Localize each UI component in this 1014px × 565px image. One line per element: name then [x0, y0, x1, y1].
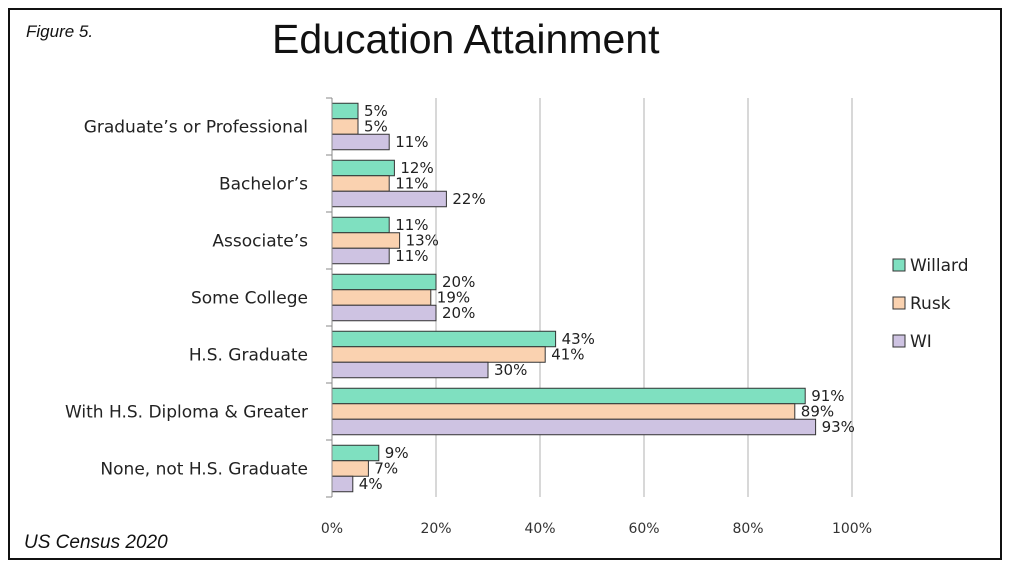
bar	[331, 460, 369, 477]
category-label: Some College	[191, 289, 308, 309]
bar	[331, 232, 401, 249]
bar	[331, 361, 489, 379]
data-label: 20%	[442, 273, 475, 291]
data-label: 19%	[437, 289, 470, 307]
bar	[331, 304, 437, 322]
bar	[331, 102, 359, 120]
data-label: 12%	[400, 159, 433, 177]
data-label: 43%	[562, 330, 595, 348]
category-label: Graduate’s or Professional	[84, 118, 308, 138]
bar	[331, 346, 546, 363]
category-label: With H.S. Diploma & Greater	[65, 403, 308, 423]
bar	[331, 418, 817, 436]
data-label: 30%	[494, 361, 527, 379]
bars	[331, 102, 817, 493]
category-label: H.S. Graduate	[189, 346, 308, 366]
category-label: Associate’s	[212, 232, 308, 252]
bar	[331, 118, 359, 135]
bar	[331, 330, 557, 348]
bar	[331, 190, 447, 208]
source-note: US Census 2020	[24, 532, 168, 553]
legend-label: WI	[910, 332, 932, 352]
bar	[331, 289, 432, 306]
chart-title: Education Attainment	[272, 16, 660, 62]
data-label: 93%	[822, 418, 855, 436]
data-label: 9%	[385, 444, 409, 462]
legend-swatch	[892, 296, 906, 310]
x-tick-label: 40%	[524, 521, 555, 537]
x-tick-label: 20%	[420, 521, 451, 537]
gridlines	[435, 98, 853, 497]
x-tick-label: 60%	[628, 521, 659, 537]
bar	[331, 444, 380, 462]
x-tick-label: 0%	[321, 521, 343, 537]
axis	[326, 97, 333, 498]
data-label: 13%	[406, 232, 439, 250]
category-label: Bachelor’s	[219, 175, 308, 195]
data-label: 5%	[364, 102, 388, 120]
bar	[331, 216, 390, 234]
legend-swatch	[892, 258, 906, 272]
bar	[331, 175, 390, 192]
data-label: 4%	[359, 475, 383, 493]
bar	[331, 387, 806, 405]
bar	[331, 159, 395, 177]
bar	[331, 133, 390, 151]
bar	[331, 273, 437, 291]
data-label: 11%	[395, 247, 428, 265]
legend-swatch	[892, 334, 906, 348]
legend-label: Rusk	[910, 294, 951, 314]
bar	[331, 403, 796, 420]
bar	[331, 247, 390, 265]
data-label: 5%	[364, 118, 388, 136]
bar	[331, 475, 354, 493]
data-label: 89%	[801, 403, 834, 421]
data-label: 7%	[374, 460, 398, 478]
data-label: 11%	[395, 216, 428, 234]
data-label: 22%	[452, 190, 485, 208]
legend: Willard Rusk WI	[892, 256, 969, 352]
data-label: 91%	[811, 387, 844, 405]
labels: 0% 20% 40% 60% 80% 100% Graduate’s or Professi…	[65, 102, 872, 537]
figure-label: Figure 5.	[26, 22, 94, 41]
data-label: 20%	[442, 304, 475, 322]
category-label: None, not H.S. Graduate	[100, 460, 308, 480]
data-label: 11%	[395, 175, 428, 193]
legend-label: Willard	[910, 256, 969, 276]
data-label: 11%	[395, 133, 428, 151]
x-tick-label: 80%	[732, 521, 763, 537]
chart-frame	[8, 8, 1002, 560]
data-label: 41%	[551, 346, 584, 364]
x-tick-label: 100%	[832, 521, 872, 537]
